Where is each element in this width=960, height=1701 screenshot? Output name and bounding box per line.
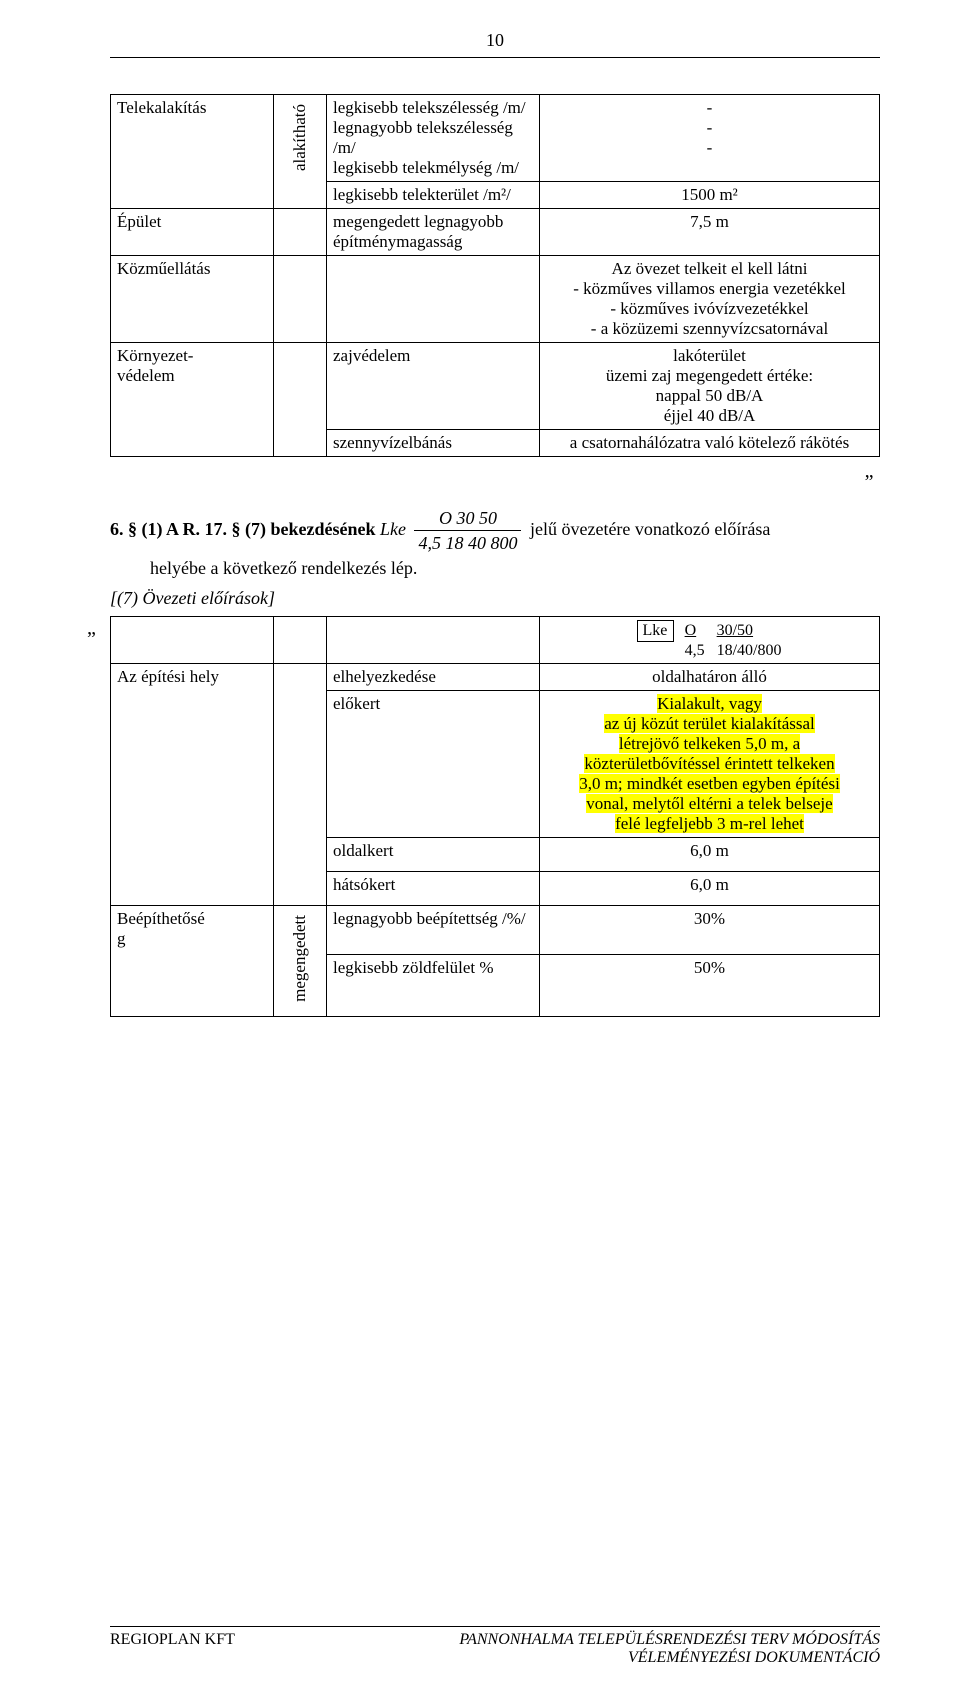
t2-r1d: hátsókert: [327, 872, 540, 906]
t1-r6a: szennyvízelbánás: [327, 430, 540, 457]
t2-r2a: legnagyobb beépítettség /%/: [327, 906, 540, 955]
t2-head-box: Lke O 30/50 4,5 18/40/800: [540, 617, 880, 664]
t2-r2-rot-cell: megengedett: [274, 906, 327, 1017]
open-quote: „: [87, 617, 96, 640]
t2-r1a: elhelyezkedése: [327, 664, 540, 691]
t2-r1b-v-7: felé legfeljebb 3 m-rel lehet: [615, 814, 804, 833]
t2-box-1840800: 18/40/800: [717, 642, 782, 659]
t2-open-quote-cell: „: [111, 617, 274, 664]
t2-r2b: legkisebb zöldfelület %: [327, 955, 540, 1017]
t2-r1c: oldalkert: [327, 838, 540, 872]
table-1: Telekalakítás alakítható legkisebb telek…: [110, 94, 880, 486]
t1-kozmu-rot: [274, 256, 327, 343]
t2-r1b-v: Kialakult, vagy az új közút terület kial…: [540, 691, 880, 838]
t2-box-45: 4,5: [685, 642, 709, 660]
section-subtitle: [(7) Övezeti előírások]: [110, 586, 880, 610]
t1-r4v: Az övezet telkeit el kell látni - közműv…: [540, 256, 880, 343]
t2-r1b-v-4: közterületbővítéssel érintett telkeken: [584, 754, 834, 773]
page-footer: REGIOPLAN KFT PANNONHALMA TELEPÜLÉSRENDE…: [110, 1626, 880, 1667]
t2-r2-label: Beépíthetősé g: [111, 906, 274, 1017]
t2-r1d-v: 6,0 m: [540, 872, 880, 906]
t1-telekalakitas-label: Telekalakítás: [111, 95, 274, 209]
t1-rotate-label: alakítható: [290, 98, 310, 177]
table-2: „ Lke O 30/50 4,5 18/40/800: [110, 616, 880, 1017]
t1-rotate-cell: alakítható: [274, 95, 327, 209]
t2-r2b-v: 50%: [540, 955, 880, 1017]
t1-r1b: legnagyobb telekszélesség /m/: [333, 118, 533, 158]
page-number: 10: [110, 30, 880, 51]
sec-lead1: 6. § (1) A R. 17. § (7) bekezdésének: [110, 519, 380, 539]
t1-epulet-label: Épület: [111, 209, 274, 256]
t1-kornyezet-label: Környezet- védelem: [111, 343, 274, 457]
t1-epulet-rot: [274, 209, 327, 256]
t2-r1-label: Az építési hely: [111, 664, 274, 906]
t2-r2a-v: 30%: [540, 906, 880, 955]
t1-r6v: a csatornahálózatra való kötelező ráköté…: [540, 430, 880, 457]
t1-r1-labels: legkisebb telekszélesség /m/ legnagyobb …: [327, 95, 540, 182]
sec-frac-den: 4,5 18 40 800: [414, 531, 521, 555]
t2-r1c-v: 6,0 m: [540, 838, 880, 872]
t2-r1b-v-3: létrejövő telkeken 5,0 m, a: [619, 734, 800, 753]
t2-lke-box: Lke: [637, 620, 674, 642]
t2-box-o: O: [685, 622, 709, 640]
top-rule: [110, 57, 880, 58]
t1-r1b-v: -: [546, 118, 873, 138]
t2-r1b-v-6: vonal, melytől eltérni a telek belseje: [586, 794, 832, 813]
sec-lke: Lke: [380, 519, 406, 539]
footer-right-2: VÉLEMÉNYEZÉSI DOKUMENTÁCIÓ: [628, 1649, 880, 1666]
sec-lead3: helyébe a következő rendelkezés lép.: [150, 556, 417, 580]
t2-r1b-v-1: Kialakult, vagy: [657, 694, 762, 713]
t1-close-quote: „: [111, 457, 880, 487]
sec-lead2: jelű övezetére vonatkozó előírása: [530, 519, 770, 539]
t1-kornyezet-rot: [274, 343, 327, 457]
t2-r1b-v-2: az új közút terület kialakítással: [604, 714, 815, 733]
t1-r1-values: - - -: [540, 95, 880, 182]
t1-r3a-v: 7,5 m: [540, 209, 880, 256]
t1-r1c: legkisebb telekmélység /m/: [333, 158, 533, 178]
sec-frac-num: O 30 50: [414, 506, 521, 531]
t2-r1b-v-5: 3,0 m; mindkét esetben egyben építési: [579, 774, 840, 793]
t1-r5a: zajvédelem: [327, 343, 540, 430]
t2-head-mid: [327, 617, 540, 664]
footer-right-1: PANNONHALMA TELEPÜLÉSRENDEZÉSI TERV MÓDO…: [459, 1631, 880, 1648]
t2-r2-rot: megengedett: [290, 909, 310, 1008]
t2-r1a-v: oldalhatáron álló: [540, 664, 880, 691]
t1-r1a: legkisebb telekszélesség /m/: [333, 98, 533, 118]
t2-head-rot: [274, 617, 327, 664]
t1-r2a-v: 1500 m²: [540, 182, 880, 209]
t2-box-30-50: 30/50: [717, 622, 753, 639]
t1-r1a-v: -: [546, 98, 873, 118]
footer-left: REGIOPLAN KFT: [110, 1631, 235, 1648]
sec-fraction: O 30 50 4,5 18 40 800: [414, 506, 521, 556]
t1-r5v: lakóterület üzemi zaj megengedett értéke…: [540, 343, 880, 430]
t2-r1-rot: [274, 664, 327, 906]
t1-kozmu-label: Közműellátás: [111, 256, 274, 343]
t1-r3a: megengedett legnagyobb építménymagasság: [327, 209, 540, 256]
t2-r1b: előkert: [327, 691, 540, 838]
section-heading: 6. § (1) A R. 17. § (7) bekezdésének Lke…: [110, 506, 880, 580]
t1-r1c-v: -: [546, 138, 873, 158]
t1-kozmu-mid: [327, 256, 540, 343]
t1-r2a: legkisebb telekterület /m²/: [327, 182, 540, 209]
